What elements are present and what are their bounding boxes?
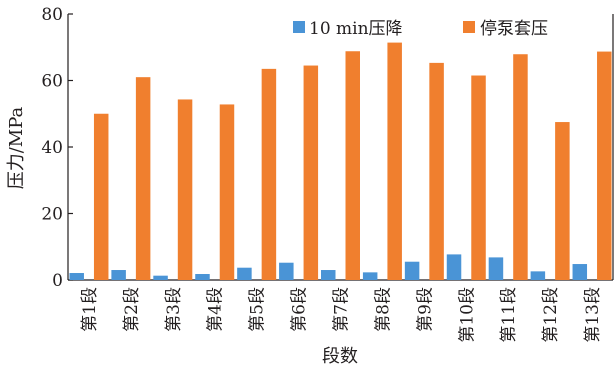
bar-shut-in-pressure (93, 113, 109, 280)
bar-shut-in-pressure (219, 104, 235, 280)
y-axis-title: 压力/MPa (6, 106, 27, 189)
bar-pressure-drop (446, 254, 462, 280)
x-axis-title: 段数 (322, 346, 358, 367)
bar-pressure-drop (404, 261, 420, 280)
x-tick-label: 第12段 (541, 287, 561, 343)
bar-pressure-drop (69, 273, 84, 280)
x-tick-label: 第2段 (122, 287, 142, 332)
bar-shut-in-pressure (345, 51, 360, 280)
bar-shut-in-pressure (471, 75, 486, 280)
y-tick-label: 80 (41, 5, 63, 25)
x-tick-label: 第9段 (415, 287, 435, 332)
x-tick-label: 第11段 (499, 287, 519, 343)
bar-shut-in-pressure (387, 42, 402, 280)
bar-pressure-drop (488, 257, 504, 280)
x-axis-tick-labels: 第1段 第2段 第3段 第4段 第5段 第6段 第7段 第8段 第9段 第10段 第11段 第12段 第… (80, 287, 603, 343)
x-tick-label: 第3段 (164, 287, 184, 332)
bar-shut-in-pressure (303, 65, 319, 280)
bar-pressure-drop (572, 264, 588, 280)
bar-shut-in-pressure (597, 51, 612, 281)
bar-shut-in-pressure (513, 54, 528, 280)
legend: 10 min压降 停泵套压 (293, 19, 548, 39)
x-tick-label: 第13段 (583, 287, 603, 343)
legend-swatch-pressure-drop (293, 21, 305, 33)
bar-pressure-drop (279, 262, 294, 280)
bar-pressure-drop (111, 270, 126, 280)
x-tick-label: 第1段 (80, 287, 100, 332)
bars (69, 42, 612, 281)
x-tick-label: 第10段 (457, 287, 477, 343)
legend-label-shut-in-pressure: 停泵套压 (480, 19, 548, 39)
y-axis-ticks: 0 20 40 60 80 (41, 5, 73, 291)
bar-pressure-drop (237, 267, 252, 280)
x-tick-label: 第5段 (248, 287, 268, 332)
bar-pressure-drop (153, 275, 168, 280)
x-tick-label: 第8段 (373, 287, 393, 332)
y-tick-label: 20 (41, 205, 63, 225)
y-tick-label: 60 (41, 72, 63, 92)
bar-shut-in-pressure (429, 62, 444, 280)
bar-pressure-drop (362, 272, 378, 280)
y-tick-label: 40 (41, 138, 63, 158)
x-tick-label: 第4段 (206, 287, 226, 332)
legend-label-pressure-drop: 10 min压降 (309, 19, 403, 39)
x-tick-label: 第6段 (290, 287, 310, 332)
bar-pressure-drop (195, 274, 210, 280)
bar-shut-in-pressure (177, 99, 193, 280)
bar-pressure-drop (530, 271, 546, 280)
y-tick-label: 0 (52, 271, 63, 291)
bar-shut-in-pressure (135, 77, 151, 280)
bar-pressure-drop (321, 270, 336, 280)
x-tick-label: 第7段 (332, 287, 352, 332)
bar-shut-in-pressure (555, 122, 570, 280)
plot-area: 0 20 40 60 80 第1段 第2段 第3段 第4段 第5段 第6段 第7段 第8段 第9段 第10… (41, 5, 614, 343)
bar-shut-in-pressure (261, 68, 277, 280)
legend-swatch-shut-in-pressure (463, 21, 475, 33)
